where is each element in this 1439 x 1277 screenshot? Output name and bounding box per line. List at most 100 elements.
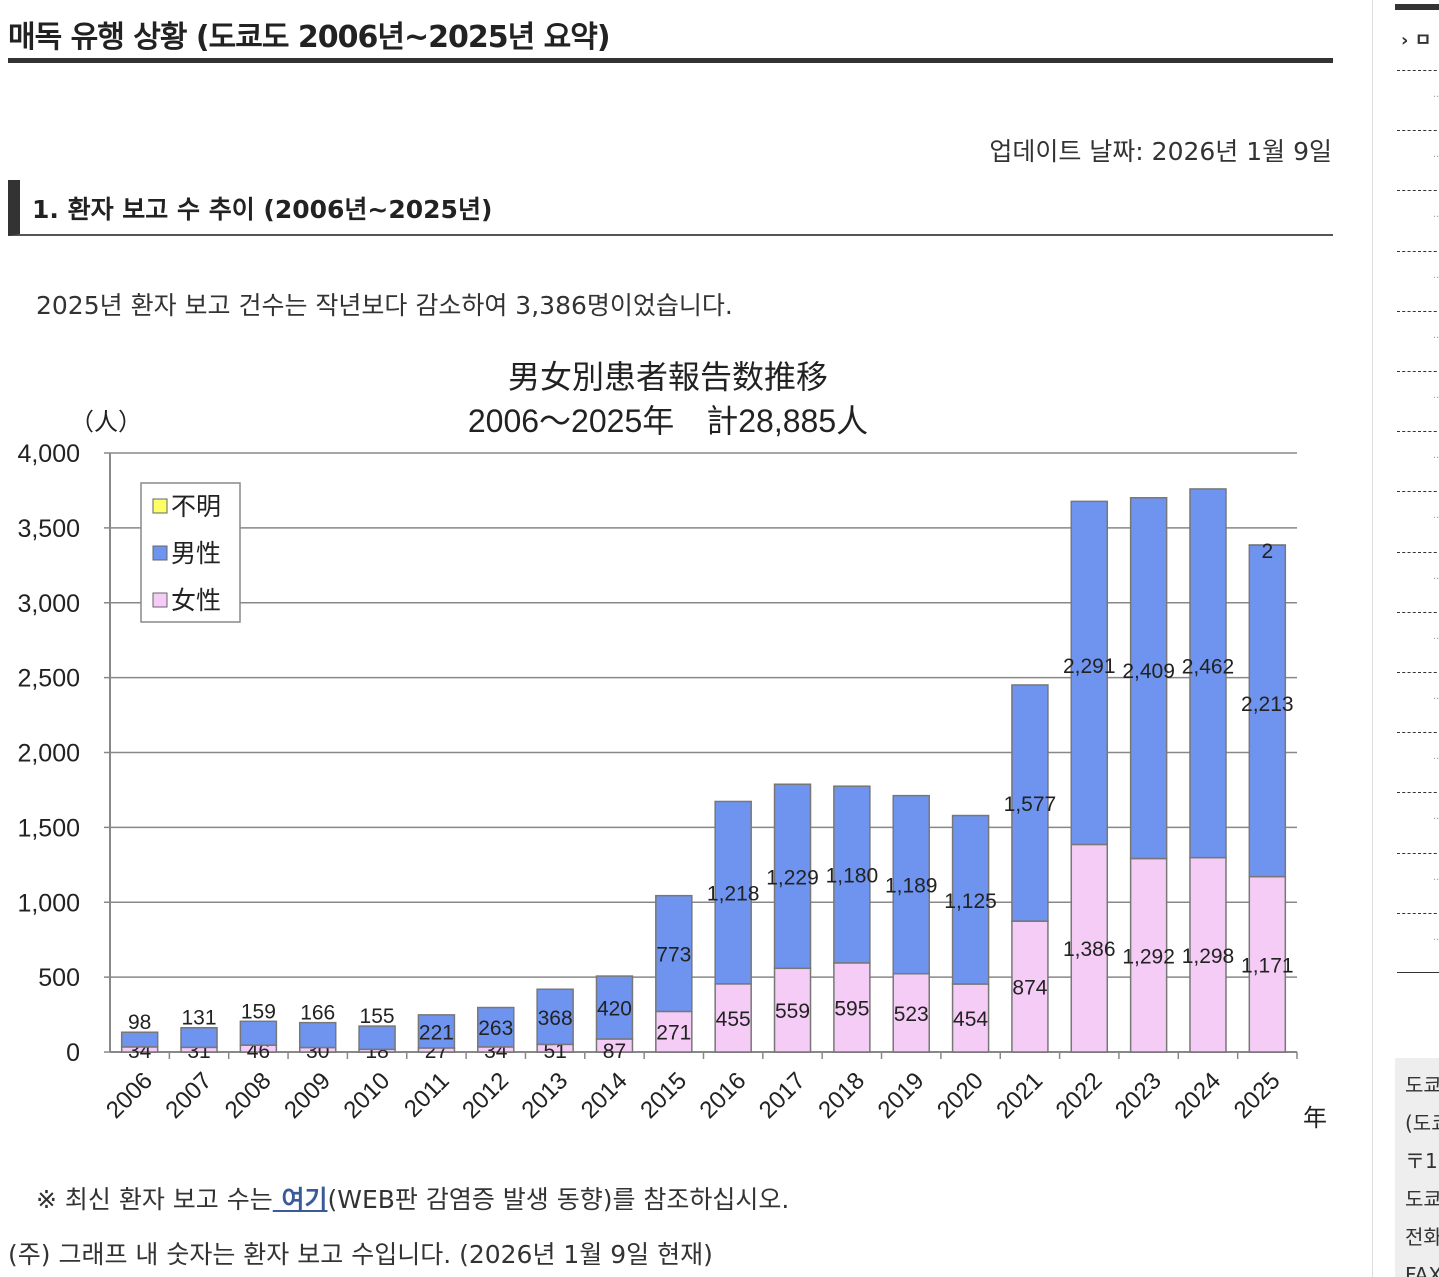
sidebar-link[interactable]: ·· xyxy=(1433,874,1439,886)
sidebar-link[interactable]: ·· xyxy=(1433,272,1439,284)
contact-line: 도쿄 xyxy=(1405,1073,1439,1097)
sidebar-separator xyxy=(1397,852,1439,854)
bar-male xyxy=(417,1014,456,1049)
page-title: 매독 유행 상황 (도쿄도 2006년~2025년 요약) xyxy=(8,20,611,55)
data-label: 2,213 xyxy=(1241,693,1294,716)
bar-male xyxy=(595,975,634,1040)
sidebar-separator xyxy=(1397,611,1439,613)
y-tick-label: 3,000 xyxy=(17,590,80,618)
data-label: 263 xyxy=(478,1017,513,1040)
x-tick-label: 2008 xyxy=(220,1067,277,1124)
legend-swatch xyxy=(152,498,168,514)
update-date: 업데이트 날짜: 2026년 1월 9일 xyxy=(989,137,1332,166)
bar-male xyxy=(239,1020,278,1046)
summary-text: 2025년 환자 보고 건수는 작년보다 감소하여 3,386명이었습니다. xyxy=(36,291,733,320)
x-tick-label: 2006 xyxy=(101,1067,158,1124)
legend-swatch xyxy=(152,545,168,561)
sidebar-link[interactable]: ·· xyxy=(1433,152,1439,164)
data-label: 1,577 xyxy=(1004,793,1057,816)
sidebar-link[interactable]: ·· xyxy=(1433,453,1439,465)
note-text-end: (WEB판 감염증 발생 동향)를 참조하십시오. xyxy=(327,1185,790,1214)
data-label: 455 xyxy=(716,1008,751,1031)
x-tick-label: 2019 xyxy=(873,1067,930,1124)
data-label: 559 xyxy=(775,1000,810,1023)
bar-female xyxy=(1189,856,1227,1053)
legend-label: 女性 xyxy=(171,587,221,615)
x-tick-label: 2007 xyxy=(160,1067,217,1124)
y-tick-label: 3,500 xyxy=(17,515,80,543)
data-label: 773 xyxy=(656,944,691,967)
bar-male xyxy=(536,988,574,1046)
sidebar-divider xyxy=(1397,972,1439,973)
bar-male xyxy=(1129,497,1168,860)
sidebar-link[interactable]: ·· xyxy=(1433,573,1439,585)
bar-male xyxy=(1248,544,1287,878)
sidebar-separator xyxy=(1397,130,1439,132)
sidebar-link[interactable]: ·· xyxy=(1433,212,1439,224)
chart-title: 男女別患者報告数推移 xyxy=(508,359,828,395)
sidebar-separator xyxy=(1397,371,1439,372)
x-tick-label: 2011 xyxy=(399,1067,455,1123)
sidebar-link[interactable]: ·· xyxy=(1433,694,1439,705)
data-label: 155 xyxy=(360,1005,395,1028)
data-label: 271 xyxy=(656,1022,691,1045)
data-label: 2 xyxy=(1261,540,1273,563)
legend-swatch xyxy=(152,592,168,608)
sidebar-separator xyxy=(1397,672,1439,673)
sidebar-link[interactable]: ·· xyxy=(1433,393,1439,404)
x-tick-label: 2010 xyxy=(338,1067,395,1124)
data-label: 1,229 xyxy=(766,866,819,889)
contact-line: 도쿄 xyxy=(1405,1187,1439,1211)
sidebar-separator xyxy=(1397,792,1439,794)
x-tick-label: 2013 xyxy=(517,1067,574,1124)
sidebar-link[interactable]: ·· xyxy=(1433,513,1439,525)
sidebar-link[interactable]: ·· xyxy=(1433,92,1439,103)
sidebar-link[interactable]: ·· xyxy=(1433,934,1439,946)
sidebar-link[interactable]: ·· xyxy=(1433,754,1439,766)
sidebar-link[interactable]: ·· xyxy=(1433,633,1439,645)
data-label: 1,298 xyxy=(1182,945,1235,968)
data-label: 2,291 xyxy=(1063,655,1116,678)
y-tick-label: 500 xyxy=(38,964,80,992)
data-label: 166 xyxy=(300,1002,335,1025)
bar-male xyxy=(833,785,871,964)
chevron-right-icon: › xyxy=(1401,30,1415,51)
data-label: 51 xyxy=(543,1040,566,1063)
bar-female xyxy=(655,1010,693,1053)
chart-subtitle: 2006～2025年 計28,885人 xyxy=(468,403,868,439)
y-tick-label: 2,500 xyxy=(17,665,80,693)
here-link[interactable]: 여기 xyxy=(272,1185,328,1214)
sidebar-header[interactable]: › ㅁ xyxy=(1401,26,1431,52)
x-tick-label: 2014 xyxy=(576,1067,633,1124)
sidebar-separator xyxy=(1397,431,1439,433)
data-label: 221 xyxy=(419,1021,454,1044)
bar-male xyxy=(358,1025,396,1051)
bar-male xyxy=(655,894,693,1013)
sidebar-separator xyxy=(1397,491,1439,493)
bar-male xyxy=(951,814,990,985)
bar-chart: 男女別患者報告数推移 2006～2025年 計28,885人 （人） 0 500 1,00… xyxy=(17,359,1327,1132)
x-tick-label: 2015 xyxy=(635,1067,692,1124)
data-label: 1,125 xyxy=(944,890,997,913)
sidebar-link[interactable]: ·· xyxy=(1433,814,1439,826)
sidebar-separator xyxy=(1397,732,1439,734)
contact-line: (도쿄 xyxy=(1405,1111,1439,1135)
data-label: 98 xyxy=(128,1011,151,1034)
x-tick-label: 2020 xyxy=(932,1067,989,1124)
right-sidebar: › ㅁ ·· ·· ·· ·· ·· ·· ·· ·· ·· ·· ·· ·· ·· ·· ·· 도쿄 (도쿄… xyxy=(1372,0,1439,1277)
latest-note: ※ 최신 환자 보고 수는 여기(WEB판 감염증 발생 동향)를 참조하십시오… xyxy=(36,1180,789,1216)
x-axis-label: 年 xyxy=(1303,1105,1327,1132)
y-tick-label: 4,000 xyxy=(17,440,80,468)
x-tick-label: 2025 xyxy=(1229,1067,1286,1124)
sidebar-separator xyxy=(1397,190,1439,192)
bar-female xyxy=(1011,920,1049,1053)
sidebar-link[interactable]: ·· xyxy=(1433,332,1439,344)
bar-male xyxy=(298,1021,337,1049)
data-label: 368 xyxy=(538,1007,573,1030)
sidebar-separator xyxy=(1397,912,1439,914)
x-tick-label: 2016 xyxy=(695,1067,752,1124)
data-label: 1,218 xyxy=(707,883,760,906)
y-tick-label: 1,000 xyxy=(17,889,80,917)
y-tick-label: 1,500 xyxy=(17,814,80,842)
contact-line: 전화 xyxy=(1405,1225,1439,1249)
